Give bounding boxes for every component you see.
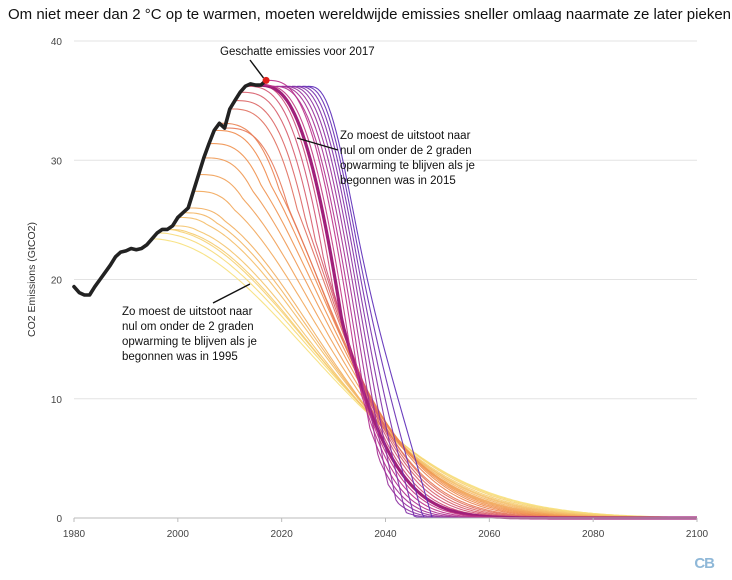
y-axis-label: CO2 Emissions (GtCO2) <box>26 222 38 337</box>
y-tick-label: 10 <box>51 395 63 406</box>
annotation-arrow-2017 <box>249 59 265 79</box>
estimate-2017-marker <box>262 76 270 84</box>
y-tick-label: 40 <box>51 37 63 48</box>
x-tick-label: 2000 <box>167 529 190 540</box>
pathway-line <box>214 129 697 519</box>
x-tick-label: 2020 <box>271 529 294 540</box>
annotation-estimate-2017: Geschatte emissies voor 2017 <box>220 46 375 58</box>
pathway-line <box>183 212 697 519</box>
historical-series <box>72 76 270 297</box>
annotation-arrow-1995 <box>212 283 251 304</box>
pathway-line <box>172 225 697 519</box>
annotation-arrow-2015 <box>296 137 339 151</box>
carbon-brief-logo: CB <box>694 555 715 572</box>
pathway-line <box>209 143 697 519</box>
pathway-line <box>203 157 697 519</box>
y-tick-label: 0 <box>56 514 62 525</box>
pathway-line <box>151 238 698 519</box>
pathway-line <box>250 83 697 519</box>
axes: 0 10 20 30 40 1980 2000 2020 2040 2060 2080 2100 CO2… <box>26 37 709 540</box>
annotation-1995: Zo moest de uitstoot naar nul om onder de… <box>122 306 257 363</box>
annotation-2015: Zo moest de uitstoot naar nul om onder de… <box>340 130 475 187</box>
x-tick-label: 2080 <box>582 529 605 540</box>
x-tick-label: 1980 <box>63 529 86 540</box>
x-tick-label: 2040 <box>374 529 397 540</box>
chart-title: Om niet meer dan 2 °C op te warmen, moet… <box>8 6 732 23</box>
annotations: Geschatte emissies voor 2017 Zo moest de … <box>122 46 475 363</box>
pathway-line <box>198 174 697 519</box>
pathway-line <box>193 190 698 519</box>
historical-line <box>72 78 268 297</box>
y-tick-label: 30 <box>51 156 63 167</box>
x-tick-label: 2060 <box>478 529 501 540</box>
x-tick-label: 2100 <box>686 529 709 540</box>
y-tick-label: 20 <box>51 276 63 287</box>
